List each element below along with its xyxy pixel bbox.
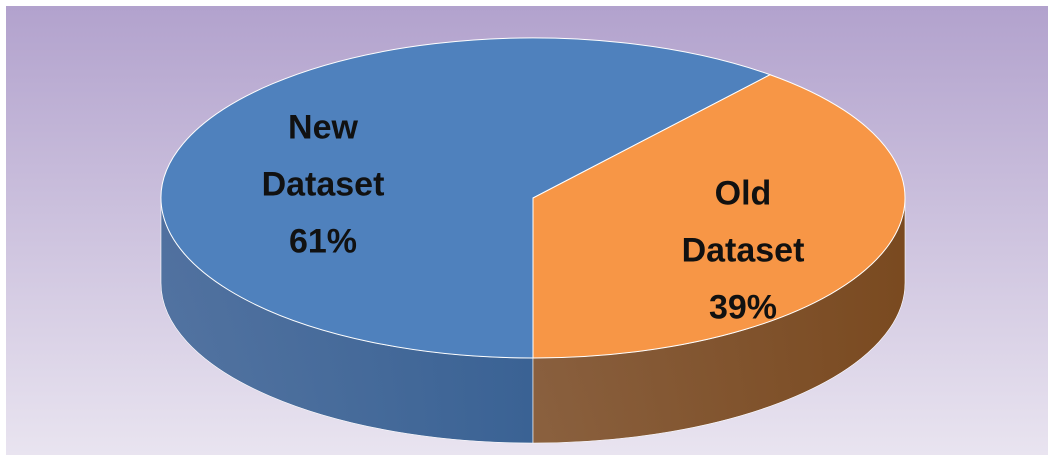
slice-label: New Dataset 61% — [233, 100, 413, 271]
value-label: 61% — [288, 222, 358, 261]
slice — [532, 74, 906, 359]
category-label: Old Dataset — [681, 174, 805, 270]
category-label: New Dataset — [261, 108, 385, 204]
slice-label: Old Dataset 39% — [653, 165, 833, 336]
value-label: 39% — [708, 288, 778, 327]
slice — [160, 37, 772, 359]
